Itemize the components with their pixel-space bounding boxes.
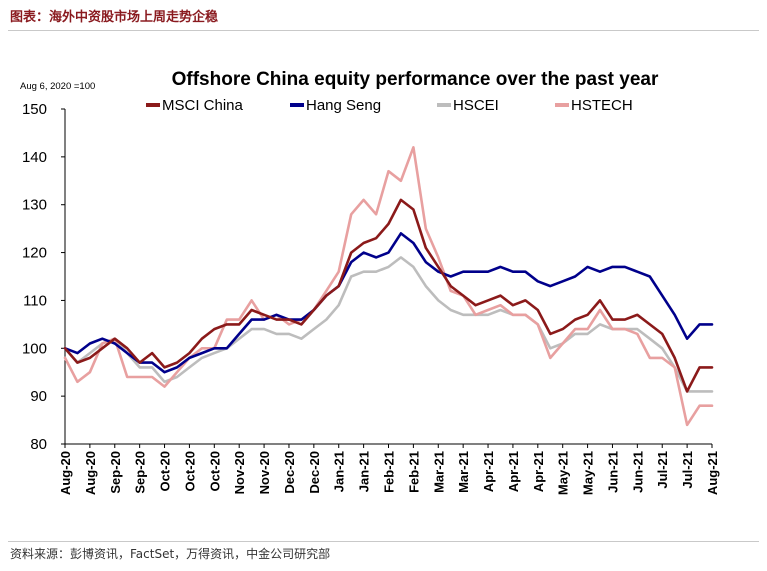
x-tick-label: Jan-21 bbox=[357, 451, 372, 492]
figure-caption: 图表：海外中资股市场上周走势企稳 bbox=[10, 10, 219, 25]
x-tick-label: Jul-21 bbox=[680, 451, 695, 489]
y-tick-label: 80 bbox=[30, 436, 47, 453]
source-divider bbox=[8, 541, 759, 542]
x-tick-label: May-21 bbox=[556, 451, 571, 495]
plot-area: 80 90 100 110 120 130 140 150 Aug-20 Aug-20 Sep-20… bbox=[22, 101, 720, 495]
y-tick-label: 110 bbox=[23, 292, 47, 309]
legend-label-hstech: HSTECH bbox=[571, 97, 633, 114]
y-tick-label: 130 bbox=[22, 197, 47, 214]
x-tick-label: Dec-20 bbox=[307, 451, 322, 494]
series-line-hang-seng bbox=[63, 232, 714, 374]
x-tick-label: Aug-21 bbox=[705, 451, 720, 495]
y-tick-label: 100 bbox=[22, 340, 47, 357]
x-tick-label: Mar-21 bbox=[431, 451, 446, 493]
legend-label-hscei: HSCEI bbox=[453, 97, 499, 114]
x-tick-label: Apr-21 bbox=[531, 451, 546, 492]
chart-legend: MSCI China Hang Seng HSCEI HSTECH bbox=[146, 97, 633, 114]
index-note: Aug 6, 2020 =100 bbox=[20, 81, 95, 92]
x-tick-label: Sep-20 bbox=[108, 451, 123, 494]
series-line-msci-china bbox=[63, 198, 714, 393]
caption-divider bbox=[8, 30, 759, 31]
x-tick-label: Nov-20 bbox=[232, 451, 247, 494]
x-tick-label: Aug-20 bbox=[83, 451, 98, 495]
x-tick-label: Jun-21 bbox=[605, 451, 620, 493]
x-tick-label: Aug-20 bbox=[58, 451, 73, 495]
series-line-hstech bbox=[63, 146, 714, 427]
legend-label-msci-china: MSCI China bbox=[162, 97, 244, 114]
x-tick-label: Jan-21 bbox=[332, 451, 347, 492]
y-tick-label: 140 bbox=[22, 149, 47, 166]
y-tick-label: 90 bbox=[30, 388, 47, 405]
x-tick-label: Oct-20 bbox=[207, 451, 222, 491]
x-tick-label: Feb-21 bbox=[406, 451, 421, 493]
x-tick-label: Jul-21 bbox=[655, 451, 670, 489]
source-note: 资料来源：彭博资讯，FactSet，万得资讯，中金公司研究部 bbox=[10, 547, 331, 561]
x-tick-label: Jun-21 bbox=[630, 451, 645, 493]
line-chart: Offshore China equity performance over t… bbox=[20, 69, 720, 495]
x-tick-label: Nov-20 bbox=[257, 451, 272, 494]
x-tick-label: May-21 bbox=[581, 451, 596, 495]
x-tick-label: Sep-20 bbox=[133, 451, 148, 494]
x-tick-label: Oct-20 bbox=[182, 451, 197, 491]
x-tick-label: Oct-20 bbox=[158, 451, 173, 491]
y-tick-label: 150 bbox=[22, 101, 47, 118]
x-tick-label: Apr-21 bbox=[481, 451, 496, 492]
x-tick-label: Apr-21 bbox=[506, 451, 521, 492]
chart-title: Offshore China equity performance over t… bbox=[172, 69, 659, 90]
y-tick-label: 120 bbox=[22, 245, 47, 262]
x-tick-label: Feb-21 bbox=[382, 451, 397, 493]
x-tick-label: Mar-21 bbox=[456, 451, 471, 493]
x-tick-label: Dec-20 bbox=[282, 451, 297, 494]
legend-label-hang-seng: Hang Seng bbox=[306, 97, 381, 114]
